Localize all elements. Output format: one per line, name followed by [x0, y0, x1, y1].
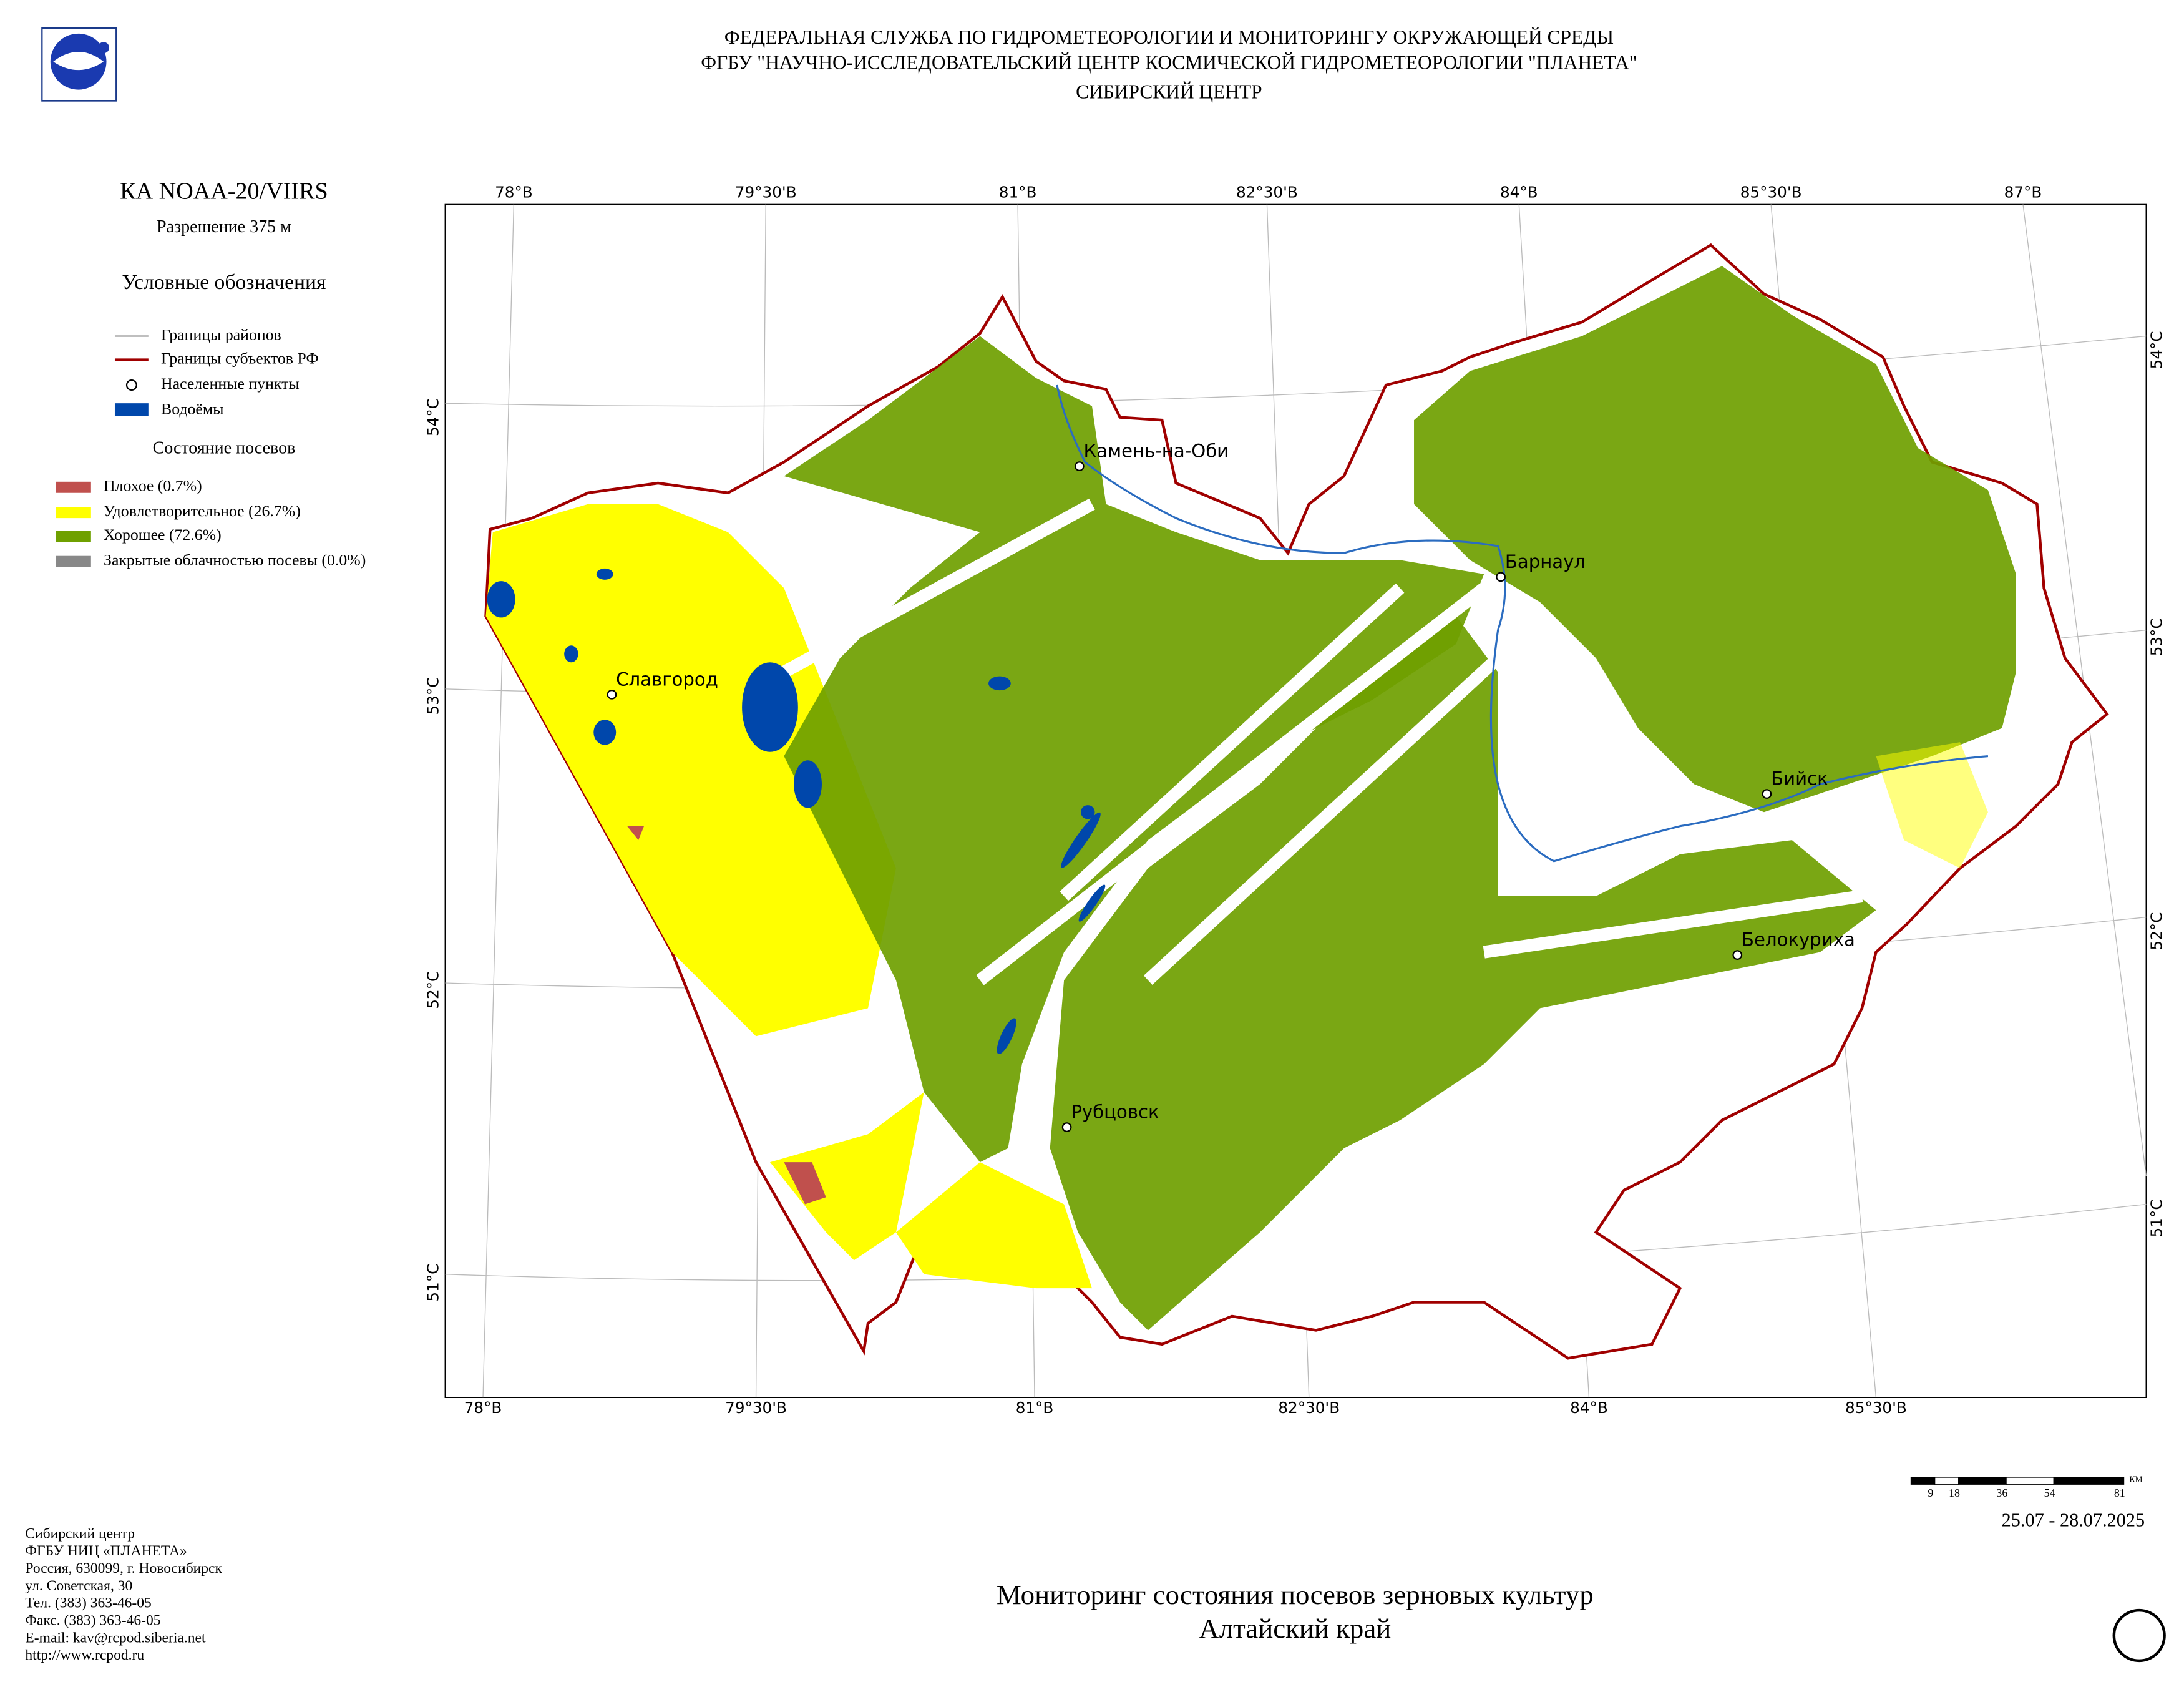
lat-label: 51°С [424, 1264, 442, 1302]
city-marker [1496, 572, 1506, 582]
crop-item: Удовлетворительное (26.7%) [104, 502, 301, 520]
scale-bar-bars [1910, 1477, 2125, 1485]
lon-label: 79°30'В [725, 1399, 787, 1417]
lon-label: 85°30'В [1845, 1399, 1907, 1417]
scale-label: 18 [1949, 1487, 1960, 1499]
header-line: СИБИРСКИЙ ЦЕНТР [1076, 81, 1262, 103]
lon-label: 87°В [2004, 183, 2042, 202]
footer-line: Россия, 630099, г. Новосибирск [25, 1560, 222, 1577]
city-marker [1074, 461, 1085, 471]
lon-label: 78°В [495, 183, 533, 202]
city-label: Белокуриха [1742, 929, 1855, 951]
crop-item: Закрытые облачностью посевы (0.0%) [104, 551, 366, 569]
lat-label: 54°С [2147, 331, 2165, 369]
footer-line: ул. Советская, 30 [25, 1578, 132, 1594]
lon-label: 84°В [1500, 183, 1538, 202]
date: 25.07 - 28.07.2025 [2002, 1510, 2145, 1531]
lat-label: 54°С [424, 398, 442, 436]
footer-line: Сибирский центр [25, 1525, 135, 1542]
city-label: Камень-на-Оби [1084, 441, 1229, 462]
footer-line: Факс. (383) 363-46-05 [25, 1612, 160, 1628]
crop-item: Плохое (0.7%) [104, 477, 202, 495]
lat-label: 51°С [2147, 1199, 2165, 1237]
city-marker [607, 689, 617, 700]
lon-label: 81°В [1016, 1399, 1054, 1417]
iso-logo [2112, 1608, 2166, 1663]
legend-title: Условные обозначения [122, 271, 326, 294]
city-label: Бийск [1771, 768, 1828, 790]
lat-label: 53°С [2147, 618, 2165, 656]
crops [485, 266, 2016, 1331]
lat-label: 52°С [2147, 912, 2165, 951]
crop-item: Хорошее (72.6%) [104, 526, 222, 544]
scale-label: 54 [2044, 1487, 2055, 1499]
city-label: Барнаул [1505, 551, 1586, 572]
river-ob [1056, 384, 1989, 863]
legend-samples [56, 335, 149, 567]
lon-label: 81°В [999, 183, 1037, 202]
scale-label: 81 [2114, 1487, 2125, 1499]
lon-label: 85°30'В [1740, 183, 1802, 202]
map-title: Мониторинг состояния посевов зерновых ку… [997, 1579, 1594, 1610]
header-line: ФГБУ "НАУЧНО-ИССЛЕДОВАТЕЛЬСКИЙ ЦЕНТР КОС… [701, 51, 1637, 73]
lon-label: 82°30'В [1236, 183, 1298, 202]
water [487, 568, 1106, 1054]
city-label: Славгород [616, 668, 718, 690]
lon-label: 84°В [1570, 1399, 1608, 1417]
footer-line: Тел. (383) 363-46-05 [25, 1595, 151, 1611]
lon-label: 78°В [464, 1399, 502, 1417]
header-line: ФЕДЕРАЛЬНАЯ СЛУЖБА ПО ГИДРОМЕТЕОРОЛОГИИ … [724, 26, 1614, 48]
city-marker [1762, 789, 1772, 799]
lon-label: 79°30'В [735, 183, 797, 202]
legend-item: Водоёмы [161, 399, 224, 418]
footer-line: ФГБУ НИЦ «ПЛАНЕТА» [25, 1543, 187, 1559]
city-marker [1061, 1122, 1072, 1132]
footer-line: E-mail: kav@rcpod.siberia.net [25, 1630, 206, 1646]
scale-unit: КМ [2129, 1475, 2142, 1484]
legend-item: Границы районов [161, 325, 281, 343]
legend-item: Границы субъектов РФ [161, 350, 319, 368]
satellite: КА NOAA-20/VIIRS [120, 178, 328, 204]
legend-item: Населенные пункты [161, 374, 300, 393]
scale-label: 36 [1996, 1487, 2007, 1499]
lon-label: 82°30'В [1278, 1399, 1340, 1417]
resolution: Разрешение 375 м [157, 217, 291, 237]
crop-title: Состояние посевов [153, 439, 296, 458]
footer-line: http://www.rcpod.ru [25, 1647, 144, 1663]
lat-label: 52°С [424, 971, 442, 1009]
scale-label: 9 [1928, 1487, 1933, 1499]
lat-label: 53°С [424, 677, 442, 715]
city-marker [1732, 950, 1743, 960]
logo [41, 27, 117, 102]
city-label: Рубцовск [1071, 1102, 1159, 1123]
gaps [781, 498, 1863, 985]
map-title: Алтайский край [1199, 1613, 1391, 1644]
